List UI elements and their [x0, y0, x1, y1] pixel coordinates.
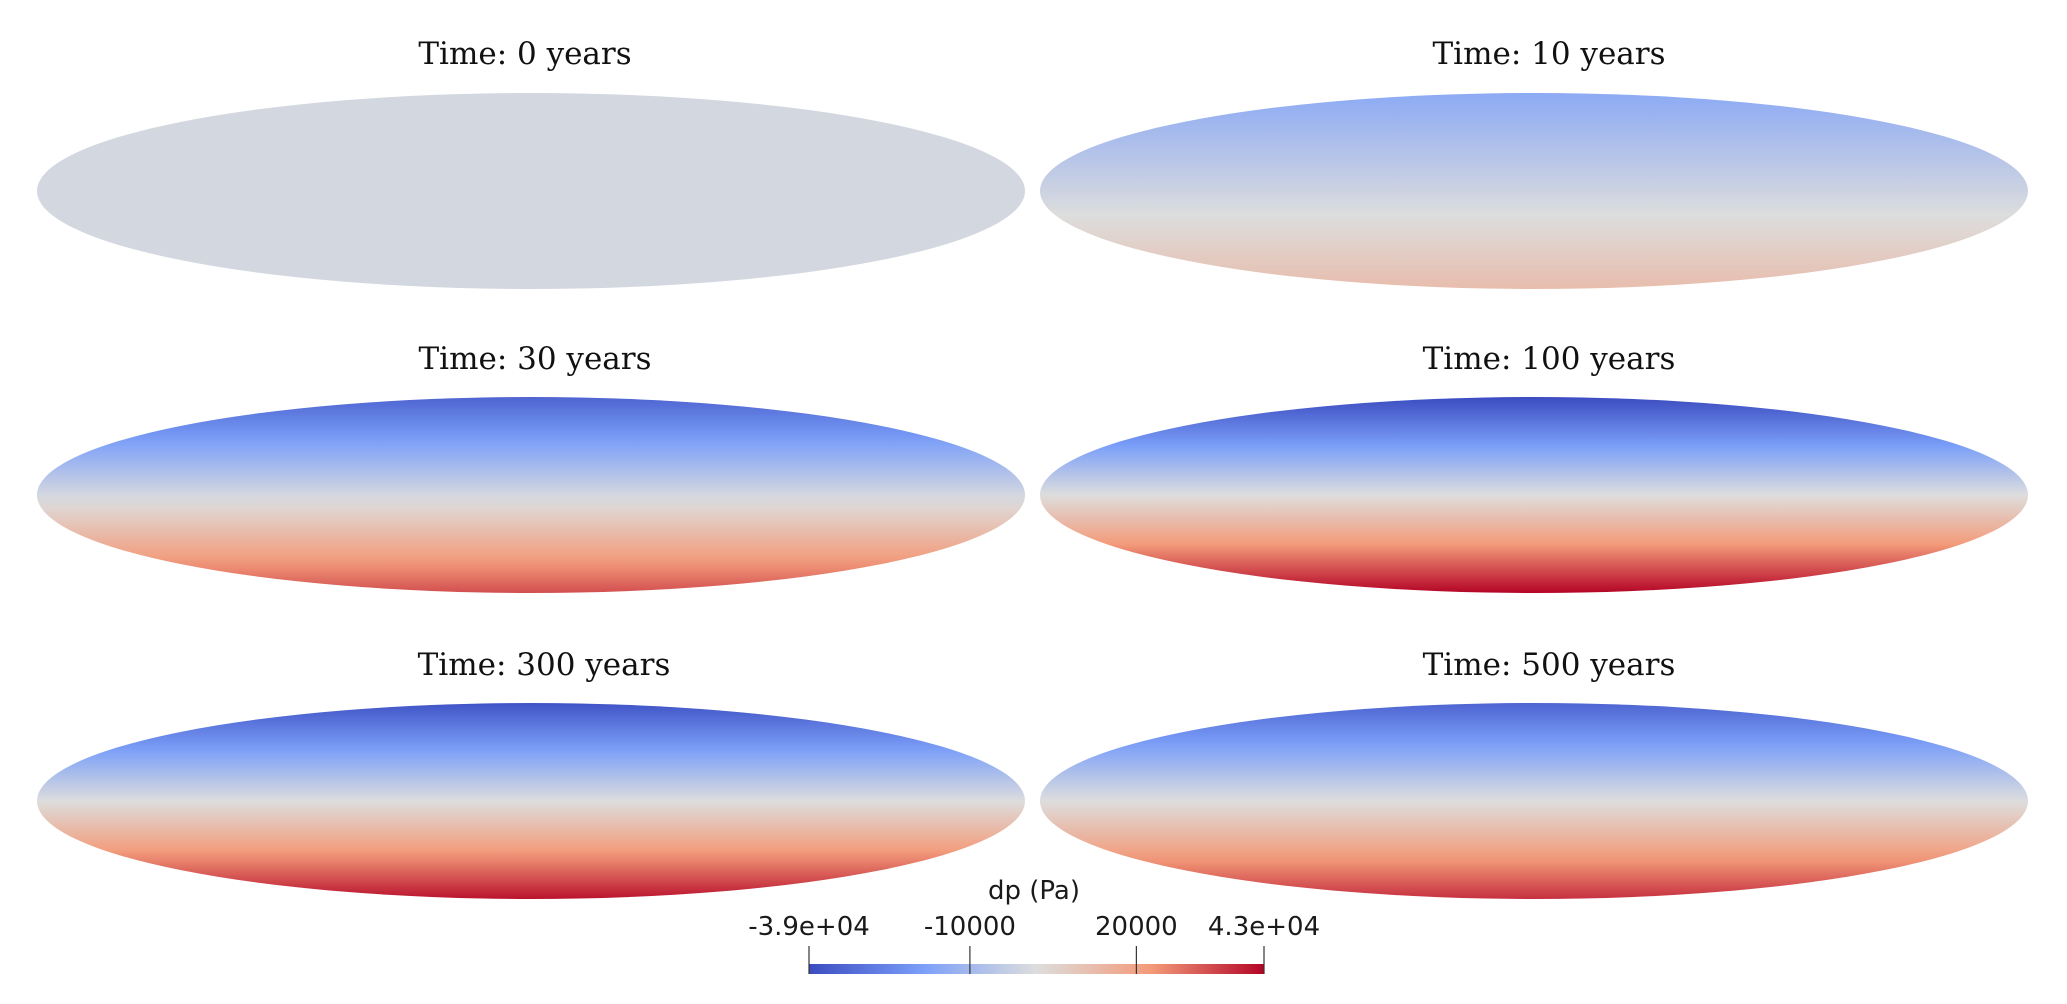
- panel-title: Time: 300 years: [418, 647, 671, 683]
- panel-title: Time: 10 years: [1433, 36, 1666, 72]
- pressure-field-ellipse: [37, 93, 1025, 289]
- panel-0: Time: 0 years: [37, 36, 1025, 289]
- panel-title: Time: 500 years: [1423, 647, 1676, 683]
- panel-title: Time: 0 years: [418, 36, 631, 72]
- colorbar-tick-label: 20000: [1095, 912, 1178, 942]
- panel-1: Time: 10 years: [1040, 36, 2028, 289]
- colorbar-tick-label: -3.9e+04: [748, 912, 870, 942]
- pressure-field-ellipse: [37, 397, 1025, 593]
- panel-2: Time: 30 years: [37, 341, 1025, 593]
- colorbar-tick-label: 4.3e+04: [1208, 912, 1320, 942]
- pressure-field-ellipse: [1040, 93, 2028, 289]
- panel-title: Time: 30 years: [419, 341, 652, 377]
- colorbar-tick-label: -10000: [924, 912, 1016, 942]
- pressure-field-ellipse: [37, 703, 1025, 899]
- pressure-field-ellipse: [1040, 703, 2028, 899]
- panel-title: Time: 100 years: [1423, 341, 1676, 377]
- colorbar-title: dp (Pa): [988, 876, 1080, 906]
- colorbar: dp (Pa) -3.9e+04 -10000 20000 4.3e+04: [748, 876, 1320, 974]
- panel-3: Time: 100 years: [1040, 341, 2028, 593]
- colorbar-ticks: -3.9e+04 -10000 20000 4.3e+04: [748, 912, 1320, 974]
- colorbar-gradient: [809, 964, 1264, 974]
- pressure-field-ellipse: [1040, 397, 2028, 593]
- panel-4: Time: 300 years: [37, 647, 1025, 899]
- panel-5: Time: 500 years: [1040, 647, 2028, 899]
